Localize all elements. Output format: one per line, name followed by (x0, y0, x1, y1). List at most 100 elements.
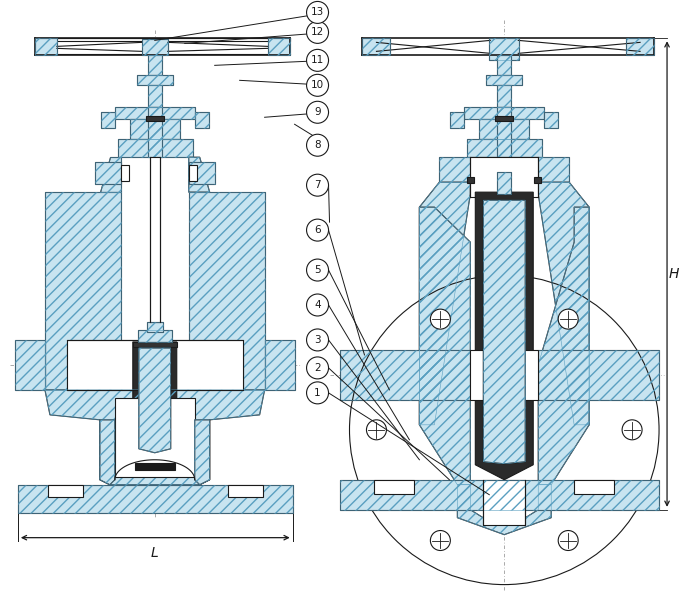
Bar (439, 157, 569, 182)
Bar (467, 139, 542, 157)
Bar (495, 116, 513, 121)
Polygon shape (139, 348, 171, 453)
Bar (35, 38, 57, 55)
Bar (539, 350, 659, 400)
Circle shape (307, 174, 328, 196)
Text: 2: 2 (314, 363, 321, 373)
Bar (268, 38, 290, 55)
Bar (539, 350, 659, 400)
Bar (135, 463, 175, 469)
Bar (534, 177, 541, 183)
Polygon shape (45, 390, 265, 485)
Polygon shape (45, 192, 121, 390)
Bar (35, 38, 57, 55)
Text: 10: 10 (311, 80, 324, 90)
Bar (146, 116, 164, 121)
Bar (479, 119, 529, 139)
Bar (439, 157, 569, 182)
Bar (115, 107, 194, 119)
Text: 12: 12 (311, 27, 324, 38)
Bar (148, 107, 162, 157)
Bar (18, 485, 292, 512)
Bar (490, 38, 520, 60)
Bar (497, 55, 511, 76)
Bar (479, 119, 529, 139)
Text: H: H (669, 267, 679, 281)
Circle shape (307, 219, 328, 241)
Polygon shape (539, 182, 589, 425)
Bar (121, 165, 129, 181)
Bar (574, 480, 614, 494)
Circle shape (307, 357, 328, 379)
Bar (95, 162, 121, 184)
Bar (497, 172, 511, 194)
Bar (147, 322, 163, 332)
Bar (497, 172, 511, 194)
Bar (118, 139, 192, 157)
Bar (189, 162, 215, 184)
Bar (490, 38, 520, 60)
Bar (101, 113, 115, 128)
Circle shape (307, 382, 328, 404)
Bar (115, 107, 194, 119)
Bar (464, 107, 544, 119)
Bar (467, 139, 542, 157)
Text: 8: 8 (314, 140, 321, 150)
Bar (544, 113, 558, 128)
Bar (626, 38, 654, 55)
Bar (497, 85, 511, 107)
Text: 5: 5 (314, 265, 321, 275)
Bar (148, 55, 162, 76)
Bar (48, 485, 83, 497)
Bar (626, 38, 654, 55)
Circle shape (307, 329, 328, 351)
Bar (147, 322, 163, 332)
Bar (138, 330, 172, 342)
Circle shape (430, 309, 450, 329)
Circle shape (622, 420, 642, 440)
Circle shape (430, 531, 450, 551)
Bar (142, 39, 168, 55)
Circle shape (367, 420, 386, 440)
Bar (497, 107, 511, 157)
Bar (18, 485, 292, 512)
Polygon shape (100, 157, 121, 192)
Bar (189, 165, 197, 181)
Polygon shape (189, 192, 265, 390)
Bar (450, 113, 464, 128)
Text: 6: 6 (314, 225, 321, 235)
Bar (115, 398, 194, 477)
Bar (497, 55, 511, 76)
Bar (486, 76, 522, 85)
Bar (339, 480, 659, 509)
Bar (268, 38, 290, 55)
Bar (375, 480, 414, 494)
Bar (497, 85, 511, 107)
Circle shape (307, 1, 328, 24)
Bar (138, 330, 172, 342)
Bar (471, 157, 539, 197)
Bar (339, 480, 659, 509)
Text: L: L (151, 546, 158, 560)
Bar (265, 340, 294, 390)
Bar (265, 340, 294, 390)
Bar (194, 113, 209, 128)
Text: 13: 13 (311, 7, 324, 18)
Bar (15, 340, 45, 390)
Bar (497, 107, 511, 157)
Bar (130, 119, 180, 139)
Text: 9: 9 (314, 107, 321, 117)
Bar (464, 107, 544, 119)
Bar (148, 85, 162, 107)
Text: 7: 7 (314, 180, 321, 190)
Bar (339, 350, 471, 400)
Bar (15, 340, 45, 390)
Circle shape (307, 74, 328, 96)
Polygon shape (483, 200, 525, 464)
Text: 4: 4 (314, 300, 321, 310)
Bar (150, 157, 160, 322)
Text: 11: 11 (311, 55, 324, 65)
Circle shape (307, 50, 328, 71)
Bar (137, 76, 173, 85)
Bar (148, 107, 162, 157)
